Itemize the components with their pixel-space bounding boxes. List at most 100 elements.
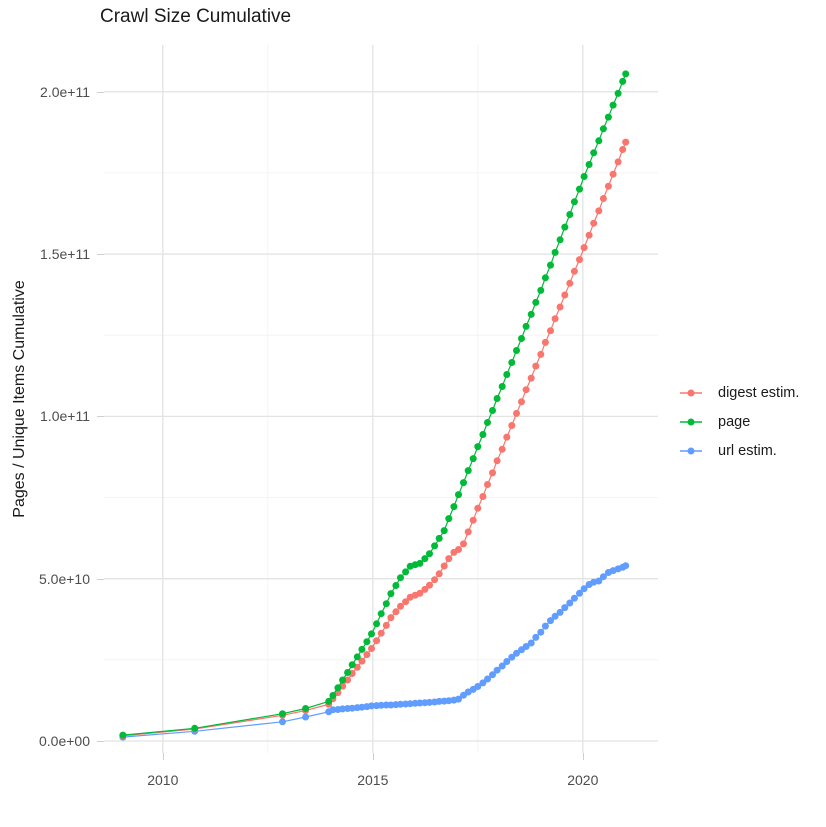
data-point — [344, 676, 352, 684]
data-point — [622, 138, 630, 146]
data-point — [455, 491, 462, 499]
data-point — [522, 643, 530, 650]
data-point — [445, 697, 453, 705]
data-point — [431, 576, 439, 584]
data-point — [604, 182, 612, 190]
legend-key-dot — [687, 418, 695, 425]
x-tick-label: 2010 — [147, 772, 179, 788]
data-point — [363, 651, 371, 659]
data-point — [585, 231, 593, 239]
data-point — [479, 493, 487, 500]
data-point — [329, 692, 337, 699]
data-point — [368, 645, 375, 652]
data-point — [527, 639, 535, 647]
legend-key-dot — [687, 447, 695, 454]
data-point — [580, 244, 588, 252]
legend-label: url estim. — [718, 442, 777, 459]
data-point — [334, 684, 342, 692]
data-point — [450, 503, 458, 511]
data-point — [599, 125, 607, 133]
x-tick-mark — [582, 753, 584, 760]
data-point — [551, 248, 559, 256]
data-point — [599, 573, 607, 581]
data-point — [397, 574, 404, 582]
data-point — [460, 479, 467, 487]
data-point — [469, 455, 477, 463]
data-point — [279, 710, 286, 718]
chart-title: Crawl Size Cumulative — [100, 6, 292, 27]
data-point — [484, 419, 491, 426]
y-tick-label: 0.0e+00 — [39, 732, 90, 749]
data-point — [503, 433, 511, 441]
data-point — [397, 602, 404, 610]
data-point — [368, 702, 375, 710]
legend-item: digest estim. — [679, 378, 799, 407]
data-point — [397, 700, 404, 708]
data-point — [402, 598, 410, 606]
data-point — [556, 608, 564, 616]
legend-label: digest estim. — [718, 384, 800, 401]
data-point — [576, 185, 583, 193]
data-point — [435, 534, 443, 542]
data-point — [547, 261, 554, 269]
data-point — [377, 629, 385, 637]
data-point — [599, 195, 607, 202]
data-point — [541, 274, 549, 282]
data-point — [392, 582, 400, 589]
data-point — [191, 724, 199, 732]
data-point — [551, 612, 559, 620]
data-point — [435, 697, 443, 705]
data-point — [387, 701, 395, 709]
data-point — [498, 383, 506, 390]
data-point — [431, 542, 439, 550]
data-point — [445, 515, 453, 523]
data-point — [614, 89, 622, 97]
data-point — [547, 327, 554, 335]
data-point — [547, 617, 554, 625]
data-point — [498, 445, 506, 453]
data-point — [580, 585, 588, 593]
data-point — [556, 303, 564, 311]
data-point — [339, 705, 347, 713]
data-point — [358, 657, 366, 665]
legend: digest estim. page url estim. — [679, 378, 799, 465]
data-point — [522, 322, 530, 330]
series-line-url-estim- — [122, 565, 626, 738]
data-point — [279, 718, 286, 726]
legend-key-dot — [687, 389, 695, 396]
data-point — [595, 137, 603, 145]
data-point — [119, 731, 127, 739]
data-point — [368, 630, 375, 638]
data-point — [537, 628, 545, 636]
data-point — [377, 701, 385, 709]
data-point — [576, 256, 583, 264]
data-point — [595, 577, 603, 585]
y-tick-label: 1.0e+11 — [40, 408, 90, 425]
data-point — [498, 662, 506, 670]
data-point — [373, 620, 381, 628]
data-point — [513, 409, 520, 417]
data-point — [421, 585, 429, 593]
data-point — [440, 527, 448, 535]
data-point — [416, 589, 424, 597]
data-point — [353, 653, 361, 661]
data-point — [363, 638, 371, 646]
data-point — [566, 599, 574, 607]
data-point — [489, 469, 496, 477]
data-point — [474, 504, 482, 512]
data-point — [464, 528, 472, 536]
x-tick-label: 2020 — [567, 772, 599, 788]
data-point — [537, 286, 545, 294]
y-axis-title-text: Pages / Unique Items Cumulative — [11, 280, 28, 518]
data-point — [619, 77, 627, 85]
data-point — [474, 683, 482, 690]
data-point — [576, 589, 583, 597]
legend-item: page — [679, 407, 799, 436]
y-tick-label: 1.5e+11 — [40, 246, 90, 263]
data-point — [513, 649, 520, 657]
data-point — [402, 568, 410, 576]
data-point — [532, 298, 540, 306]
data-point — [561, 291, 569, 299]
data-point — [532, 362, 540, 370]
